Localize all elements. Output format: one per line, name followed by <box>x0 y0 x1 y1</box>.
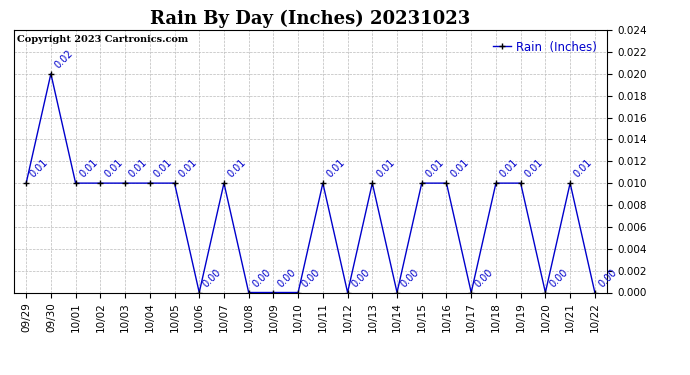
Rain  (Inches) <box>591 290 599 295</box>
Title: Rain By Day (Inches) 20231023: Rain By Day (Inches) 20231023 <box>150 10 471 28</box>
Text: 0.00: 0.00 <box>275 267 297 289</box>
Text: 0.01: 0.01 <box>226 158 248 180</box>
Rain  (Inches) <box>368 181 377 185</box>
Rain  (Inches) <box>170 181 179 185</box>
Text: 0.01: 0.01 <box>572 158 594 180</box>
Text: 0.00: 0.00 <box>201 267 224 289</box>
Text: 0.01: 0.01 <box>522 158 545 180</box>
Text: 0.01: 0.01 <box>152 158 174 180</box>
Legend: Rain  (Inches): Rain (Inches) <box>489 36 601 58</box>
Text: 0.01: 0.01 <box>77 158 100 180</box>
Text: 0.02: 0.02 <box>53 48 75 70</box>
Text: 0.01: 0.01 <box>498 158 520 180</box>
Rain  (Inches) <box>96 181 104 185</box>
Text: 0.01: 0.01 <box>102 158 124 180</box>
Text: 0.01: 0.01 <box>448 158 471 180</box>
Text: 0.00: 0.00 <box>399 267 421 289</box>
Text: 0.00: 0.00 <box>473 267 495 289</box>
Rain  (Inches) <box>541 290 549 295</box>
Rain  (Inches) <box>244 290 253 295</box>
Line: Rain  (Inches): Rain (Inches) <box>23 71 598 295</box>
Rain  (Inches) <box>47 72 55 76</box>
Text: 0.00: 0.00 <box>350 267 372 289</box>
Rain  (Inches) <box>72 181 80 185</box>
Text: 0.01: 0.01 <box>28 158 50 180</box>
Text: Copyright 2023 Cartronics.com: Copyright 2023 Cartronics.com <box>17 35 188 44</box>
Text: 0.00: 0.00 <box>547 267 569 289</box>
Rain  (Inches) <box>146 181 154 185</box>
Rain  (Inches) <box>121 181 129 185</box>
Text: 0.00: 0.00 <box>597 267 619 289</box>
Rain  (Inches) <box>517 181 525 185</box>
Rain  (Inches) <box>344 290 352 295</box>
Text: 0.01: 0.01 <box>325 158 347 180</box>
Rain  (Inches) <box>195 290 204 295</box>
Rain  (Inches) <box>393 290 401 295</box>
Rain  (Inches) <box>269 290 277 295</box>
Rain  (Inches) <box>22 181 30 185</box>
Rain  (Inches) <box>566 181 574 185</box>
Text: 0.01: 0.01 <box>127 158 149 180</box>
Rain  (Inches) <box>294 290 302 295</box>
Text: 0.01: 0.01 <box>424 158 446 180</box>
Text: 0.00: 0.00 <box>250 267 273 289</box>
Rain  (Inches) <box>417 181 426 185</box>
Rain  (Inches) <box>442 181 451 185</box>
Rain  (Inches) <box>319 181 327 185</box>
Rain  (Inches) <box>467 290 475 295</box>
Text: 0.01: 0.01 <box>374 158 397 180</box>
Rain  (Inches) <box>492 181 500 185</box>
Text: 0.00: 0.00 <box>300 267 322 289</box>
Rain  (Inches) <box>220 181 228 185</box>
Text: 0.01: 0.01 <box>177 158 199 180</box>
